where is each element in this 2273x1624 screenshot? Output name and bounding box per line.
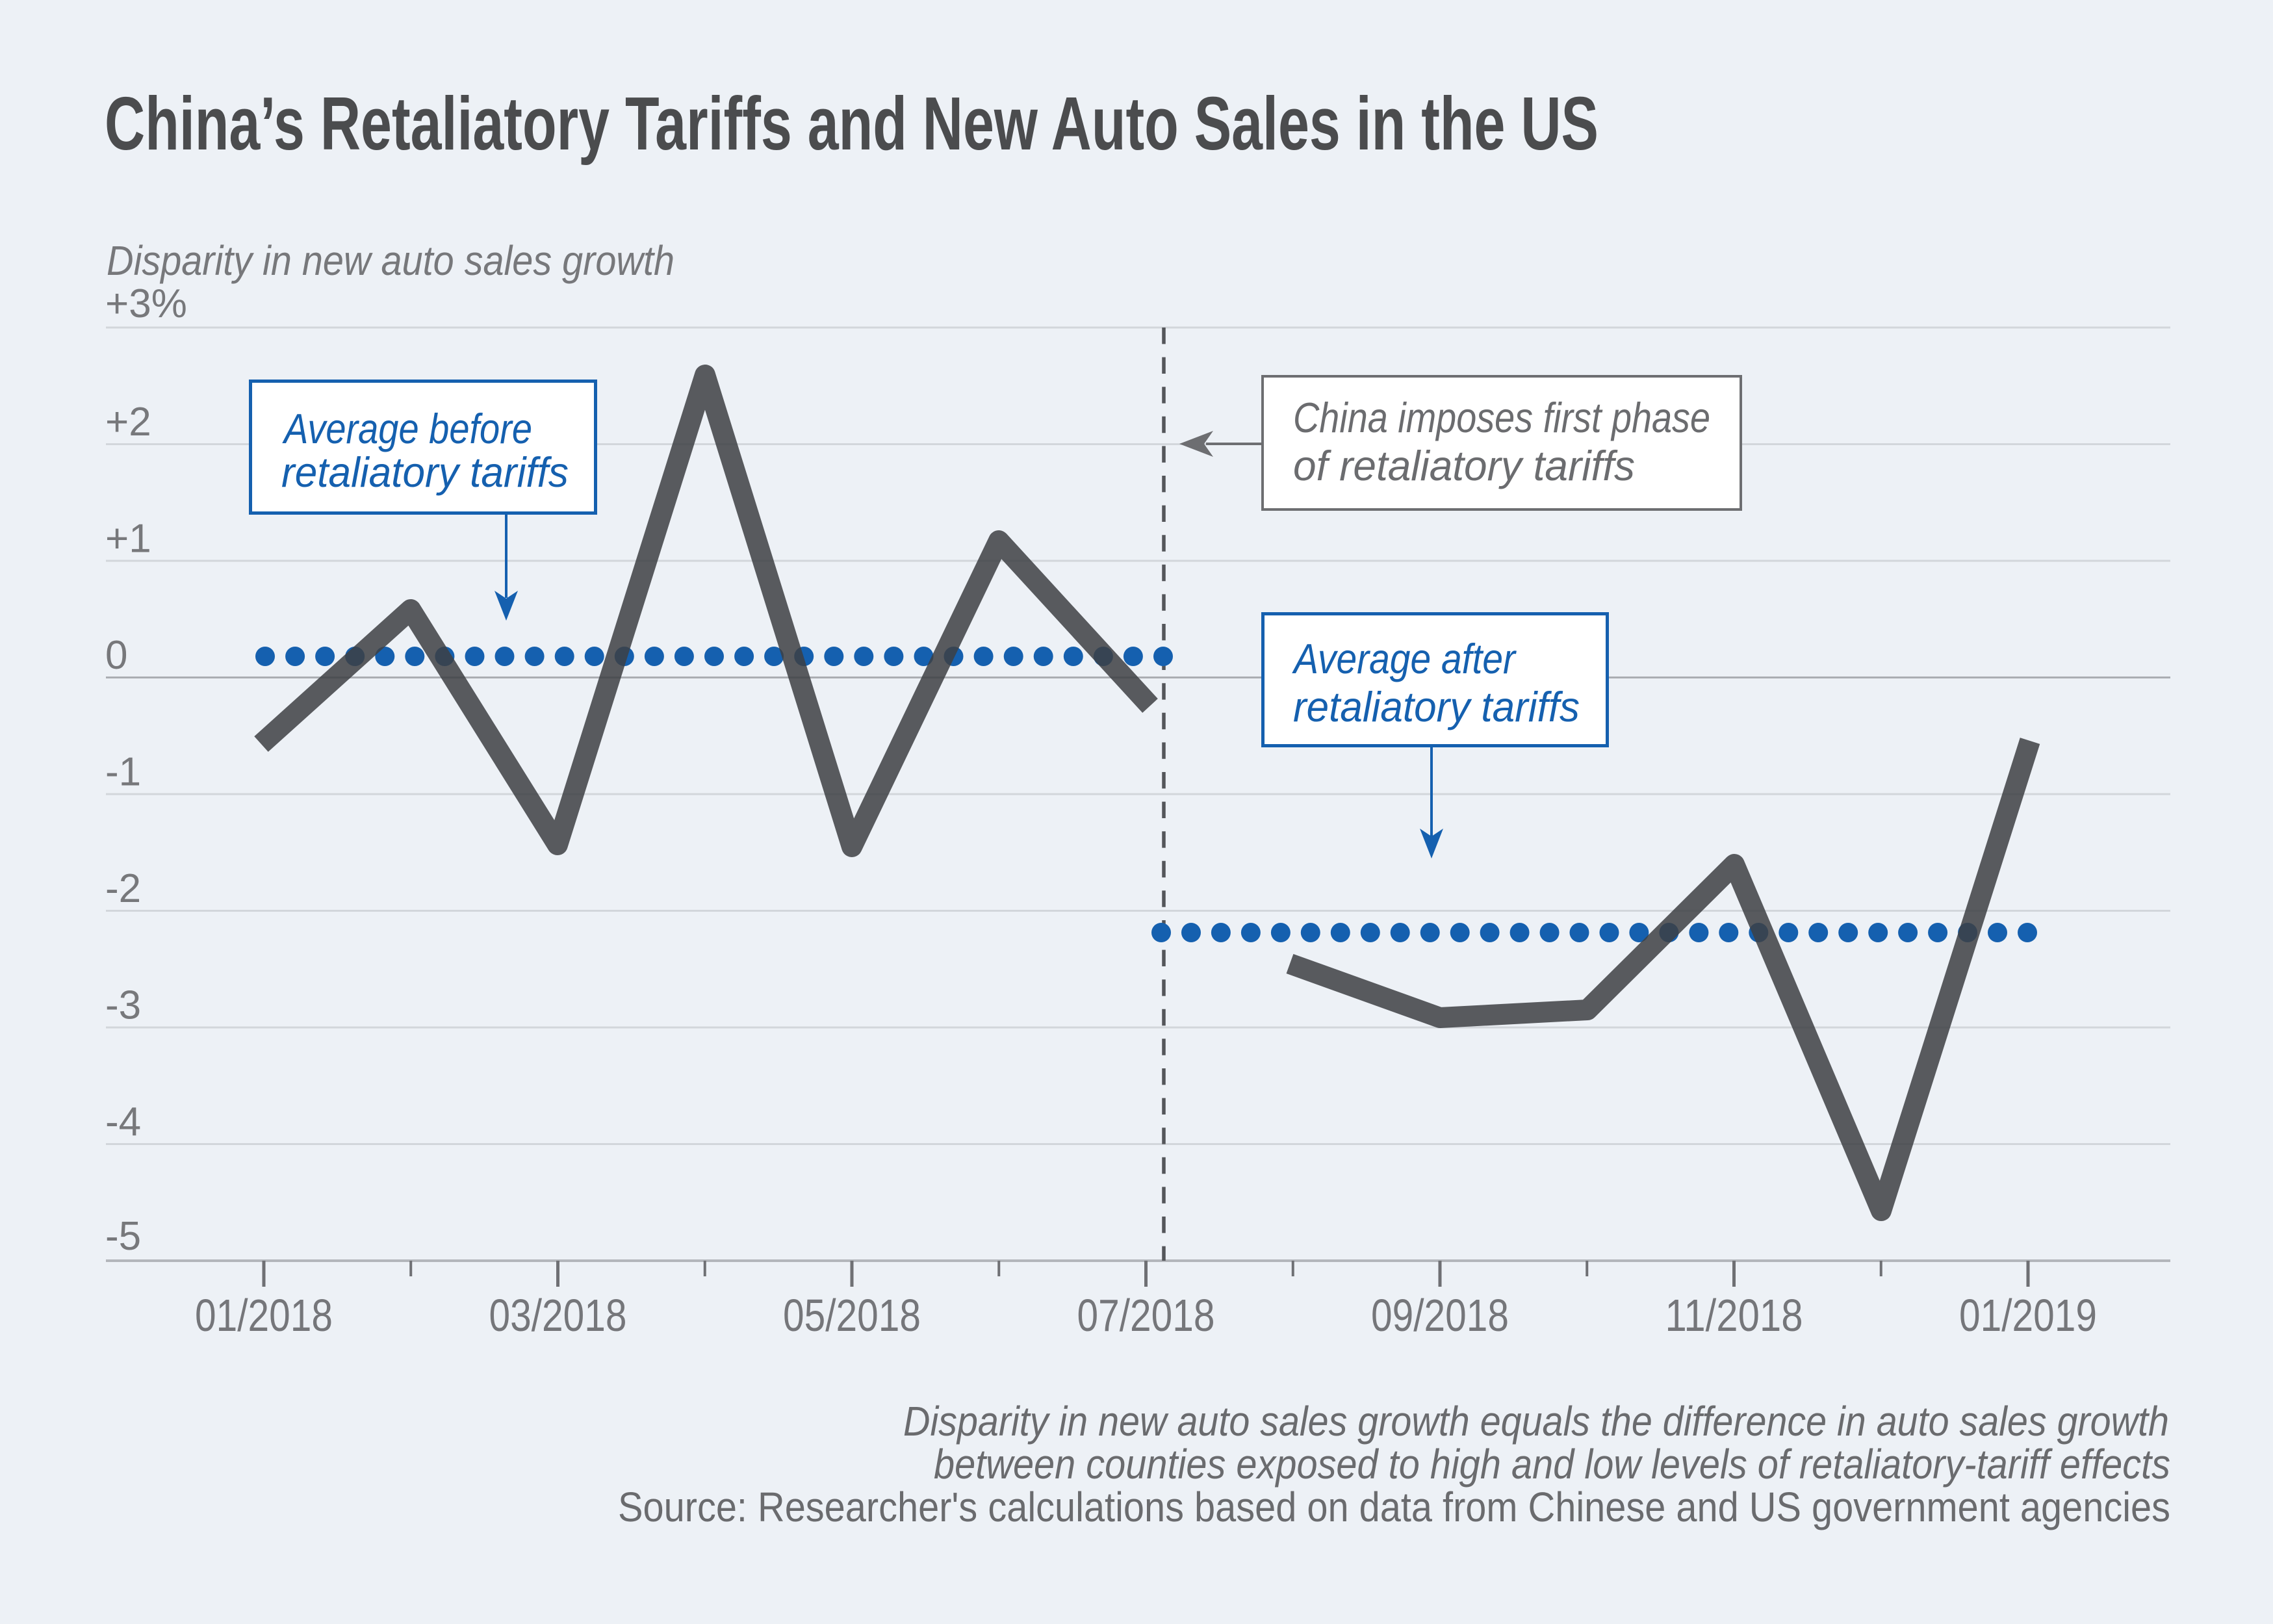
svg-text:-5: -5 [105, 1214, 141, 1259]
svg-text:-3: -3 [105, 983, 141, 1028]
svg-text:Source: Researcher's calculati: Source: Researcher's calculations based … [618, 1484, 2170, 1530]
svg-text:+1: +1 [105, 517, 151, 561]
svg-text:05/2018: 05/2018 [783, 1290, 921, 1341]
svg-text:0: 0 [105, 633, 127, 678]
svg-text:+2: +2 [105, 400, 151, 445]
svg-text:Average before: Average before [282, 405, 532, 452]
svg-text:between counties exposed to hi: between counties exposed to high and low… [934, 1441, 2170, 1488]
svg-text:retaliatory tariffs: retaliatory tariffs [281, 448, 569, 496]
svg-text:of retaliatory tariffs: of retaliatory tariffs [1293, 442, 1635, 489]
svg-text:Average after: Average after [1291, 635, 1517, 682]
svg-text:11/2018: 11/2018 [1665, 1290, 1803, 1341]
svg-text:Disparity in new auto sales gr: Disparity in new auto sales growth equal… [903, 1398, 2169, 1445]
svg-text:-4: -4 [105, 1100, 141, 1144]
svg-text:01/2019: 01/2019 [1959, 1290, 2097, 1341]
svg-text:-2: -2 [105, 866, 141, 911]
svg-text:03/2018: 03/2018 [489, 1290, 627, 1341]
svg-text:Disparity in new auto sales gr: Disparity in new auto sales growth [107, 237, 674, 284]
svg-text:01/2018: 01/2018 [195, 1290, 333, 1341]
svg-text:09/2018: 09/2018 [1371, 1290, 1509, 1341]
svg-text:China imposes first phase: China imposes first phase [1293, 394, 1710, 441]
svg-text:07/2018: 07/2018 [1077, 1290, 1215, 1341]
svg-text:China’s Retaliatory Tariffs an: China’s Retaliatory Tariffs and New Auto… [105, 81, 1599, 166]
svg-text:retaliatory tariffs: retaliatory tariffs [1293, 683, 1580, 730]
svg-text:+3%: +3% [105, 281, 187, 326]
svg-text:-1: -1 [105, 750, 141, 795]
